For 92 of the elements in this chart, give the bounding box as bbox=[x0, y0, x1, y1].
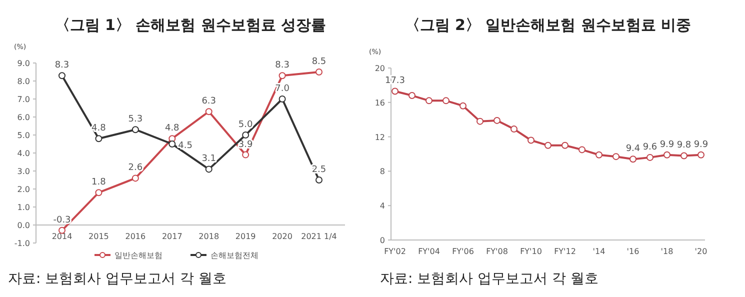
y-tick-label: 8 bbox=[380, 167, 385, 176]
x-tick-label: FY'06 bbox=[452, 247, 474, 256]
data-label: 6.3 bbox=[202, 96, 216, 107]
y-tick-label: 2.0 bbox=[17, 185, 30, 194]
y-tick-label: 16 bbox=[374, 98, 385, 108]
data-label: 17.3 bbox=[384, 76, 406, 86]
y-tick-label: 5.0 bbox=[17, 131, 30, 140]
x-tick-label: FY'12 bbox=[554, 247, 576, 256]
legend-label: 손해보험전체 bbox=[210, 251, 258, 260]
x-tick-label: 2020 bbox=[272, 232, 292, 241]
chart-title: 〈그림 2〉 일반손해보험 원수보험료 비중 bbox=[404, 16, 692, 34]
point bbox=[698, 151, 704, 158]
data-label: -0.3 bbox=[53, 215, 71, 226]
data-label: 1.8 bbox=[92, 178, 106, 188]
data-label: 9.9 bbox=[694, 140, 708, 150]
point bbox=[510, 126, 518, 133]
point bbox=[58, 72, 66, 80]
point bbox=[242, 132, 250, 138]
y-tick-label: 9.0 bbox=[17, 59, 30, 68]
y-tick-label: 0 bbox=[380, 236, 385, 245]
point bbox=[528, 136, 534, 144]
x-tick-label: FY'08 bbox=[486, 247, 508, 256]
data-label: 9.4 bbox=[626, 144, 640, 154]
point bbox=[562, 142, 568, 149]
point bbox=[132, 126, 139, 134]
data-label: 3.1 bbox=[202, 154, 216, 164]
data-label: 5.3 bbox=[128, 114, 143, 125]
point bbox=[630, 156, 636, 163]
point bbox=[646, 154, 654, 161]
y-tick-label: 20 bbox=[374, 64, 385, 73]
point bbox=[612, 153, 620, 160]
x-tick-label: '20 bbox=[694, 247, 708, 256]
x-tick-label: FY'10 bbox=[520, 247, 542, 256]
x-tick-label: 2015 bbox=[88, 232, 109, 241]
point bbox=[278, 96, 286, 102]
point bbox=[664, 151, 670, 158]
point bbox=[95, 135, 102, 142]
point bbox=[544, 142, 552, 149]
point bbox=[408, 92, 416, 100]
data-label: 8.3 bbox=[54, 60, 70, 71]
data-label: 4.8 bbox=[164, 124, 180, 134]
x-tick-label: FY'02 bbox=[384, 247, 406, 256]
data-label: 9.6 bbox=[642, 142, 658, 152]
point bbox=[460, 102, 466, 110]
point bbox=[392, 88, 398, 95]
chart-title: 〈그림 1〉 손해보험 원수보험료 성장률 bbox=[54, 16, 326, 34]
point bbox=[95, 189, 102, 196]
text: 자료: 보험회사 업무보고서 각 월호 bbox=[380, 271, 599, 287]
x-tick-label: 2019 bbox=[235, 232, 256, 241]
x-tick-label: '16 bbox=[626, 247, 640, 256]
data-label: 2.6 bbox=[128, 163, 143, 174]
y-tick-label: 4 bbox=[380, 202, 385, 211]
y-tick-label: 1.0 bbox=[17, 203, 30, 212]
point bbox=[578, 146, 586, 154]
x-tick-label: '14 bbox=[592, 247, 606, 256]
y-tick-label: 6.0 bbox=[17, 113, 30, 122]
x-tick-label: 2017 bbox=[162, 232, 182, 241]
y-tick-label: -1.0 bbox=[14, 239, 30, 248]
y-tick-label: 0.0 bbox=[17, 221, 30, 230]
x-tick-label: 2014 bbox=[52, 232, 72, 241]
point bbox=[205, 108, 212, 116]
y-tick-label: 4.0 bbox=[17, 149, 30, 158]
y-tick-label: 3.0 bbox=[17, 167, 30, 176]
point bbox=[680, 152, 688, 160]
y-tick-label: 8.0 bbox=[17, 77, 30, 86]
point bbox=[242, 151, 250, 158]
point bbox=[278, 72, 286, 80]
point bbox=[316, 68, 322, 76]
point bbox=[442, 97, 450, 104]
point bbox=[132, 174, 139, 182]
data-label: 9.9 bbox=[660, 140, 674, 150]
x-tick-label: 2016 bbox=[125, 232, 146, 241]
text: 자료: 보험회사 업무보고서 각 월호 bbox=[8, 271, 227, 287]
point bbox=[596, 151, 602, 158]
point bbox=[494, 116, 500, 124]
point bbox=[316, 176, 322, 184]
y-tick-label: 7.0 bbox=[17, 95, 30, 104]
data-label: 8.3 bbox=[275, 60, 290, 71]
data-label: 5.0 bbox=[238, 120, 253, 130]
x-tick-label: FY'04 bbox=[418, 247, 440, 256]
point bbox=[168, 140, 176, 148]
x-tick-label: 2018 bbox=[198, 232, 220, 241]
legend-label: 일반손해보험 bbox=[114, 251, 162, 260]
data-label: 9.8 bbox=[676, 140, 692, 151]
y-tick-label: 12 bbox=[374, 132, 385, 142]
data-label: 8.5 bbox=[312, 57, 326, 67]
point bbox=[476, 118, 484, 125]
x-tick-label: 2021 1/4 bbox=[301, 232, 337, 241]
point bbox=[205, 166, 212, 173]
point bbox=[426, 97, 432, 104]
data-label: 4.5 bbox=[178, 141, 192, 151]
x-tick-label: '18 bbox=[660, 247, 674, 256]
